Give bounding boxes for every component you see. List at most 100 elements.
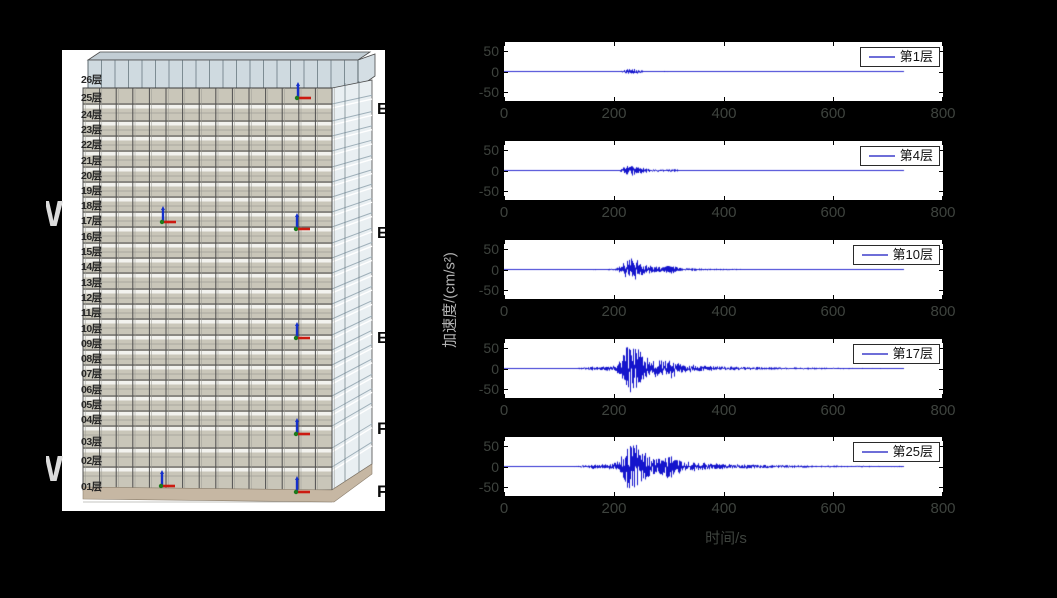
side-slab-line	[331, 388, 373, 412]
side-slab-line	[331, 111, 373, 122]
sensor-origin-dot	[158, 483, 164, 489]
side-slab-line	[331, 423, 373, 449]
sensor-origin-dot	[293, 431, 299, 437]
side-slab-highlight	[331, 377, 373, 401]
side-slab-line	[331, 285, 373, 305]
clipped-letter-right: E	[377, 225, 385, 242]
side-slab-line	[331, 315, 373, 336]
x-tick-mark	[833, 394, 834, 398]
x-tick-mark	[614, 492, 615, 496]
y-tick-mark	[939, 446, 943, 447]
y-tick-mark	[504, 290, 508, 291]
floor-glass-band	[83, 228, 332, 232]
side-slab-line	[331, 271, 373, 290]
floor-label: 09层	[81, 338, 102, 350]
floor-glass-band	[83, 336, 332, 340]
x-tick-label: 400	[711, 303, 737, 320]
y-tick-mark	[504, 467, 508, 468]
building-model-panel: 26层 25层 24层 23层 22层 21层 20层 19层 18层 17层 16层 15层 14层 1…	[62, 50, 385, 511]
side-slab-line	[331, 441, 373, 468]
floor-glass-band	[83, 213, 332, 217]
floor-glass-band	[83, 152, 332, 156]
legend-label: 第17层	[892, 346, 933, 361]
x-tick-label: 200	[601, 303, 627, 320]
floor-label: 10层	[81, 323, 102, 335]
clipped-letter-right: F	[377, 419, 385, 438]
legend-label: 第1层	[899, 49, 933, 64]
floor-glass-band	[83, 351, 332, 355]
clipped-letter-right: E	[377, 330, 385, 347]
floor-label: 22层	[81, 139, 102, 151]
legend-label: 第25层	[892, 444, 933, 459]
sensor-z-arrowhead	[295, 322, 299, 326]
y-tick-mark	[939, 191, 943, 192]
y-tick-mark	[504, 150, 508, 151]
y-tick-mark	[504, 446, 508, 447]
x-tick-label: 200	[601, 204, 627, 221]
sensor-origin-dot	[293, 335, 299, 341]
side-slab-line	[331, 125, 373, 137]
x-tick-mark	[942, 437, 943, 441]
floor-label: 06层	[81, 384, 102, 396]
floor-glass-band	[83, 122, 332, 126]
x-tick-mark	[614, 97, 615, 101]
x-tick-label: 800	[930, 204, 956, 221]
y-tick-mark	[939, 270, 943, 271]
x-tick-mark	[724, 97, 725, 101]
y-tick-mark	[504, 270, 508, 271]
y-tick-mark	[504, 348, 508, 349]
y-tick-label: -50	[478, 479, 499, 495]
sensor-z-arrowhead	[160, 470, 164, 474]
legend-line-sample	[861, 254, 888, 256]
floor-label: 04层	[81, 414, 102, 426]
side-slab-highlight	[331, 231, 373, 248]
y-tick-label: 0	[491, 163, 499, 179]
x-tick-mark	[724, 339, 725, 343]
clipped-letter-right: E	[377, 101, 385, 118]
y-tick-mark	[939, 51, 943, 52]
building-3d-model	[82, 51, 376, 503]
clipped-letter-w: W	[46, 199, 74, 231]
floor-glass-band	[83, 412, 332, 416]
x-tick-mark	[504, 437, 505, 441]
side-slab-line	[331, 373, 373, 397]
x-tick-mark	[942, 141, 943, 145]
legend-label: 第10层	[892, 247, 933, 262]
x-tick-mark	[504, 394, 505, 398]
side-slab-line	[331, 197, 373, 213]
floor-label: 18层	[81, 200, 102, 212]
x-tick-mark	[614, 394, 615, 398]
floor-label: 14层	[81, 261, 102, 273]
side-slab-highlight	[331, 114, 373, 126]
side-slab-highlight	[331, 333, 373, 355]
legend-line-sample	[868, 155, 895, 157]
floor-glass-band	[83, 468, 332, 472]
side-slab-highlight	[331, 215, 373, 232]
y-tick-mark	[939, 487, 943, 488]
y-tick-mark	[939, 348, 943, 349]
x-tick-mark	[833, 492, 834, 496]
legend-box: 第10层	[852, 245, 940, 265]
x-tick-mark	[724, 394, 725, 398]
x-tick-mark	[942, 42, 943, 46]
sensor-origin-dot	[294, 95, 300, 101]
floor-glass-band	[83, 183, 332, 187]
side-slab-line	[331, 329, 373, 351]
x-tick-mark	[942, 196, 943, 200]
side-slab-highlight	[331, 347, 373, 370]
x-tick-label: 800	[930, 402, 956, 419]
x-tick-mark	[833, 295, 834, 299]
x-tick-label: 0	[499, 303, 509, 320]
y-tick-label: 0	[491, 64, 499, 80]
floor-label: 13层	[81, 277, 102, 289]
clipped-letter-right: F	[377, 482, 385, 501]
x-tick-mark	[504, 240, 505, 244]
side-slab-line	[331, 256, 373, 274]
subplot-1: 第1层	[503, 41, 944, 102]
x-tick-mark	[942, 240, 943, 244]
y-tick-label: 0	[491, 361, 499, 377]
y-tick-mark	[504, 389, 508, 390]
x-tick-mark	[942, 339, 943, 343]
y-tick-mark	[504, 92, 508, 93]
x-tick-mark	[504, 42, 505, 46]
